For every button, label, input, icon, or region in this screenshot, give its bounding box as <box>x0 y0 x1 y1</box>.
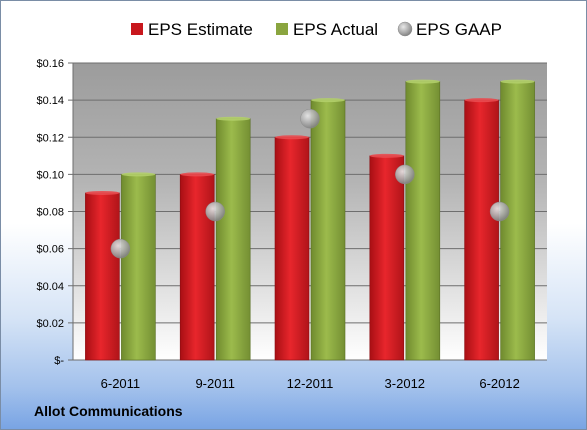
actual-bar-9-2011 <box>215 118 251 361</box>
x-tick-label: 12-2011 <box>287 376 334 391</box>
y-axis: $- $0.02 $0.04 $0.06 $0.08 $0.10 $0.12 $0.14 $0.… <box>36 58 74 367</box>
bar-top <box>275 135 309 140</box>
estimate-bar-9-2011 <box>179 174 215 361</box>
x-tick-label: 6-2012 <box>479 376 519 391</box>
estimate-bar-12-2011 <box>274 136 310 361</box>
bar-top <box>180 172 215 177</box>
bar-top <box>464 98 499 103</box>
bar-top <box>405 79 440 84</box>
legend-label: EPS Estimate <box>148 20 253 39</box>
y-tick-label: $0.04 <box>36 281 64 293</box>
bar-top <box>85 190 120 195</box>
legend: EPS Estimate EPS Actual EPS GAAP <box>131 20 502 39</box>
actual-bar-12-2011 <box>310 99 346 361</box>
x-tick-label: 3-2012 <box>385 376 425 391</box>
y-tick-label: $0.02 <box>36 318 64 330</box>
y-tick-label: $0.14 <box>36 95 64 107</box>
legend-swatch-actual <box>276 23 288 35</box>
estimate-bar-6-2011 <box>85 192 120 361</box>
y-tick-label: $0.12 <box>36 132 64 144</box>
bar-top <box>369 153 404 158</box>
y-tick-label: $0.08 <box>36 207 64 219</box>
estimate-bar-3-2012 <box>369 155 405 361</box>
y-tick-label: $0.06 <box>36 244 64 256</box>
y-tick-label: $0.10 <box>36 169 64 181</box>
estimate-bar-6-2012 <box>464 99 499 361</box>
legend-label: EPS GAAP <box>416 20 502 39</box>
actual-bar-6-2012 <box>500 81 535 361</box>
legend-swatch-gaap <box>397 21 413 37</box>
bar-top <box>311 98 345 103</box>
actual-bar-3-2012 <box>405 81 441 361</box>
gaap-point-3-2012 <box>395 164 415 185</box>
x-tick-label: 6-2011 <box>101 376 141 391</box>
bar-top <box>500 79 535 84</box>
gaap-point-6-2012 <box>489 201 510 222</box>
bars <box>85 79 535 361</box>
company-name: Allot Communications <box>34 403 183 419</box>
legend-swatch-estimate <box>131 23 143 35</box>
bar-top <box>216 116 251 121</box>
y-tick-label: $- <box>54 355 64 367</box>
legend-label: EPS Actual <box>293 20 378 39</box>
x-tick-label: 9-2011 <box>195 376 235 391</box>
gaap-points <box>110 108 510 259</box>
gaap-point-12-2011 <box>300 108 320 129</box>
y-tick-label: $0.16 <box>36 58 64 70</box>
x-axis: 6-2011 9-2011 12-2011 3-2012 6-2012 <box>101 376 520 391</box>
bar-top <box>121 172 156 177</box>
gaap-point-6-2011 <box>110 238 131 259</box>
actual-bar-6-2011 <box>121 174 156 361</box>
gaap-point-9-2011 <box>205 201 225 222</box>
